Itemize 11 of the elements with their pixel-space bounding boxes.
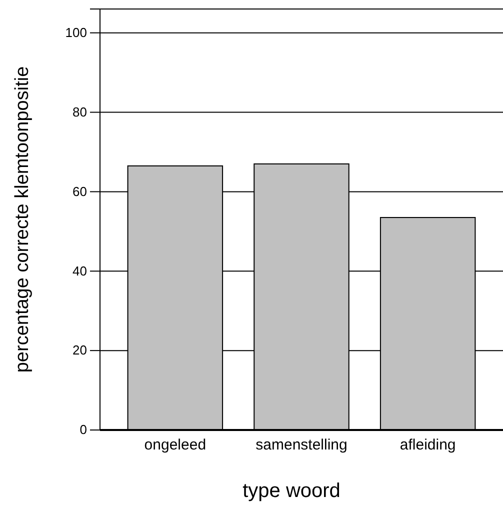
y-tick-label: 80: [72, 104, 87, 120]
y-tick-label: 0: [80, 422, 87, 438]
y-tick-label: 100: [65, 24, 87, 40]
y-tick-label: 20: [72, 342, 87, 358]
y-axis-title: percentage correcte klemtoonpositie: [12, 66, 33, 373]
x-tick-label: ongeleed: [144, 436, 206, 454]
y-tick-label: 40: [72, 263, 87, 278]
x-tick-label: afleiding: [400, 436, 456, 454]
x-axis-title: type woord: [242, 480, 340, 502]
x-tick-label: samenstelling: [256, 436, 348, 454]
y-tick-label: 60: [72, 184, 87, 199]
